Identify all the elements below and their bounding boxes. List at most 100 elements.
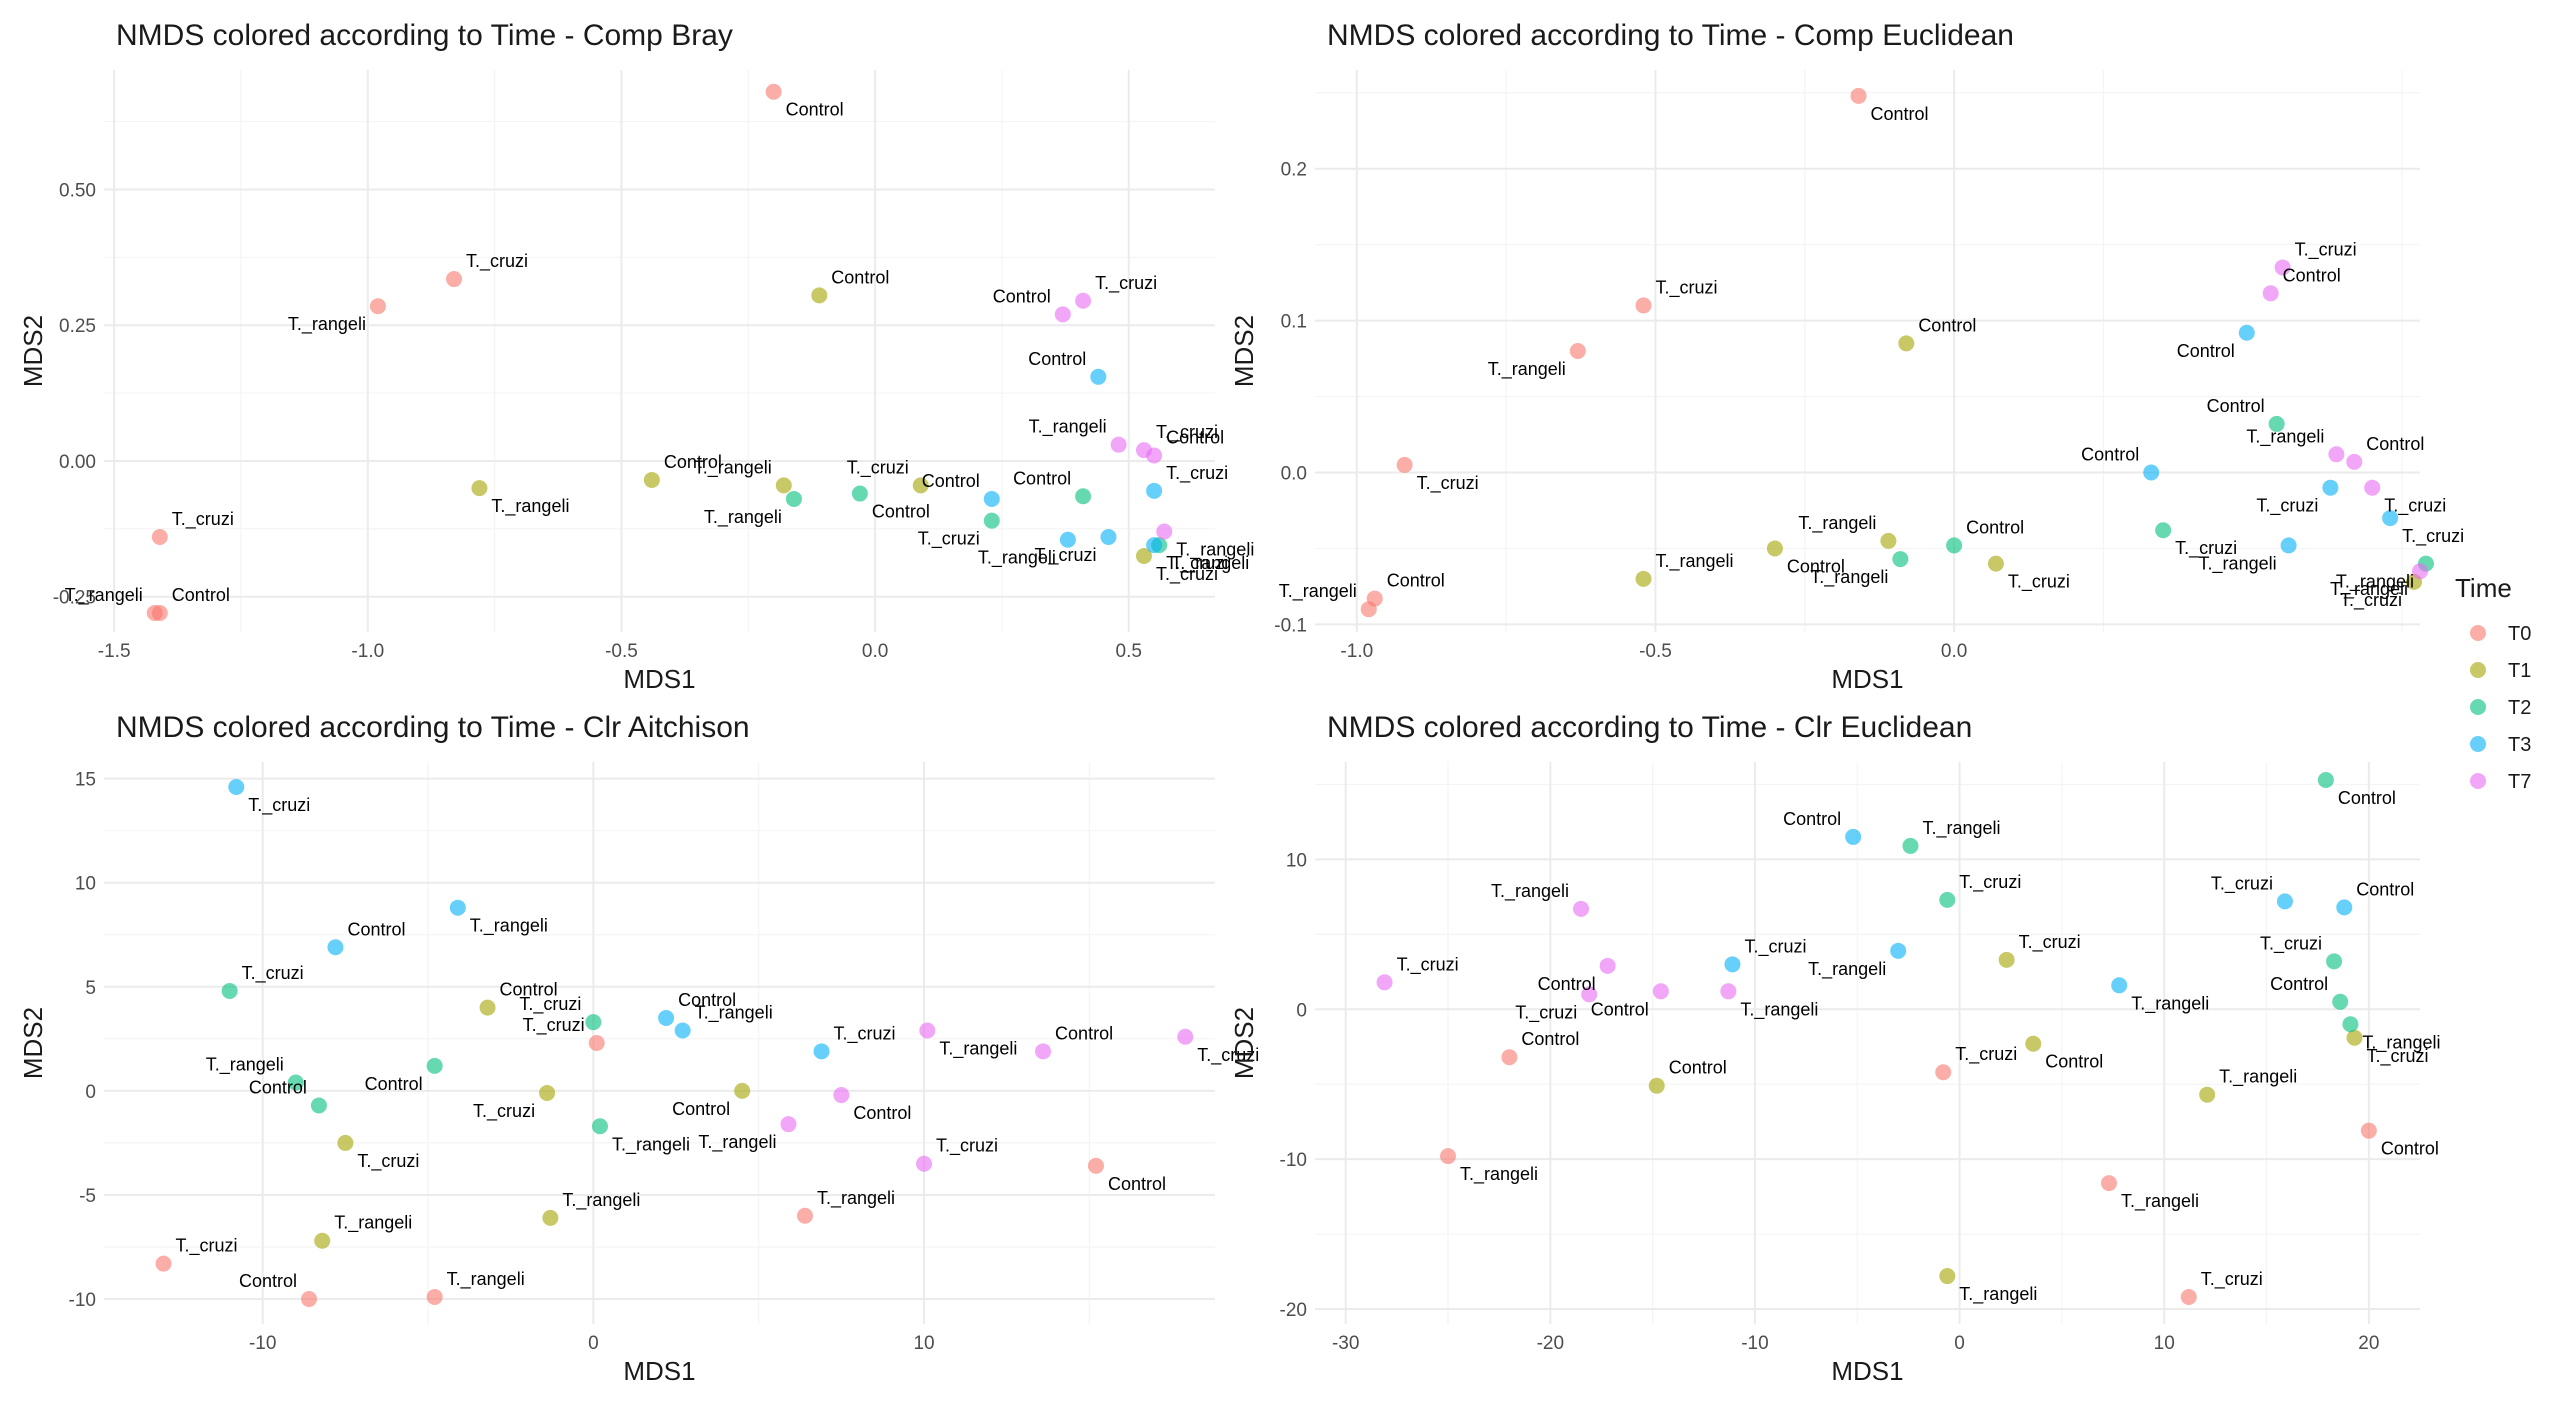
point-label: T._rangeli <box>2362 1032 2440 1053</box>
point-label: T._cruzi <box>519 994 581 1015</box>
legend-label: T7 <box>2508 771 2531 793</box>
y-tick-label: 10 <box>1286 850 1307 871</box>
point-label: Control <box>1871 104 1929 124</box>
point-label: T._cruzi <box>242 963 304 984</box>
x-axis-title: MDS1 <box>623 664 695 694</box>
point-label: T._rangeli <box>1171 553 1249 574</box>
data-point-t0 <box>796 1207 813 1224</box>
point-label: T._cruzi <box>2008 572 2070 593</box>
data-point-t7 <box>2328 446 2345 463</box>
panel-title: NMDS colored according to Time - Clr Ait… <box>116 711 750 744</box>
data-point-t1 <box>1898 335 1915 352</box>
point-label: Control <box>1055 1023 1113 1043</box>
point-label: T._cruzi <box>473 1101 535 1122</box>
point-label: Control <box>1966 517 2024 537</box>
legend-item-t3: T3 <box>2470 734 2531 756</box>
data-point-t3 <box>1890 942 1907 959</box>
point-label: T._cruzi <box>2260 933 2322 954</box>
data-point-t7 <box>780 1116 797 1133</box>
data-point-t7 <box>2346 453 2363 470</box>
point-label: T._cruzi <box>2295 239 2357 260</box>
data-point-t1 <box>775 477 792 494</box>
data-point-t1 <box>479 999 496 1016</box>
x-axis-title: MDS1 <box>623 1356 695 1386</box>
point-label: T._rangeli <box>1740 999 1818 1020</box>
point-label: T._rangeli <box>2336 572 2414 593</box>
panel-title: NMDS colored according to Time - Comp Br… <box>116 19 733 52</box>
data-point-t7 <box>833 1087 850 1104</box>
data-point-t2 <box>2155 522 2172 539</box>
point-label: Control <box>2270 974 2328 994</box>
point-label: T._cruzi <box>2201 1269 2263 1290</box>
data-point-t3 <box>2322 479 2339 496</box>
panels-group: -1.5 -1.0 -0.5 0.0 0.5-0.250.000.250.50NMDS … <box>18 19 2464 1386</box>
y-axis-title: MDS2 <box>1229 1007 1259 1079</box>
y-axis-title: MDS2 <box>18 315 48 387</box>
point-label: Control <box>1669 1058 1727 1078</box>
data-point-t1 <box>2199 1086 2216 1103</box>
point-label: T._rangeli <box>2131 993 2209 1014</box>
x-tick-label: 10 <box>2154 1333 2175 1354</box>
point-label: Control <box>2381 1139 2439 1159</box>
point-label: Control <box>672 1099 730 1119</box>
data-point-t7 <box>2364 479 2381 496</box>
point-label: Control <box>1787 556 1845 576</box>
point-label: T._rangeli <box>978 548 1056 569</box>
data-point-t0 <box>2360 1122 2377 1139</box>
point-label: Control <box>993 286 1051 306</box>
data-point-t1 <box>314 1232 331 1249</box>
point-label: T._cruzi <box>2384 496 2446 517</box>
data-point-t1 <box>1766 540 1783 557</box>
x-axis-title: MDS1 <box>1831 1356 1903 1386</box>
point-label: Control <box>1028 349 1086 369</box>
panel-title: NMDS colored according to Time - Comp Eu… <box>1327 19 2014 52</box>
point-label: T._cruzi <box>1959 872 2021 893</box>
data-point-t3 <box>1146 482 1163 499</box>
data-point-t2 <box>2332 993 2349 1010</box>
x-tick-label: 0.5 <box>1116 641 1142 662</box>
data-point-t7 <box>1573 900 1590 917</box>
x-tick-label: 20 <box>2358 1333 2379 1354</box>
data-point-t3 <box>228 778 245 795</box>
point-label: T._rangeli <box>1491 881 1569 902</box>
data-point-t3 <box>2382 510 2399 527</box>
point-label: T._cruzi <box>2340 590 2402 611</box>
data-point-t1 <box>643 471 660 488</box>
point-label: T._cruzi <box>2211 873 2273 894</box>
point-label: T._cruzi <box>1156 564 1218 585</box>
data-point-t2 <box>1902 837 1919 854</box>
point-label: Control <box>1166 428 1224 448</box>
data-point-t0 <box>1635 297 1652 314</box>
point-label: T._cruzi <box>1166 553 1228 574</box>
data-point-t1 <box>337 1134 354 1151</box>
data-point-t2 <box>287 1074 304 1091</box>
point-label: T._rangeli <box>206 1055 284 1076</box>
data-point-t0 <box>765 83 782 100</box>
point-label: T._rangeli <box>704 507 782 528</box>
legend-label: T0 <box>2508 623 2531 645</box>
y-tick-label: 0.00 <box>59 452 96 473</box>
point-label: Control <box>1783 809 1841 829</box>
point-label: T._rangeli <box>939 1039 1017 1060</box>
point-label: T._rangeli <box>1460 1164 1538 1185</box>
data-point-t7 <box>1054 306 1071 323</box>
point-label: T._rangeli <box>562 1190 640 1211</box>
point-label: T._cruzi <box>2367 1046 2429 1067</box>
point-label: T._cruzi <box>1166 463 1228 484</box>
legend-swatch <box>2470 699 2486 715</box>
data-point-t1 <box>1998 951 2015 968</box>
y-tick-label: -5 <box>79 1186 96 1207</box>
legend-swatch <box>2470 662 2486 678</box>
point-label: T._rangeli <box>695 1003 773 1024</box>
x-tick-label: -1.5 <box>98 641 131 662</box>
point-label: T._rangeli <box>698 1132 776 1153</box>
point-label: T._rangeli <box>2219 1067 2297 1088</box>
point-label: T._rangeli <box>1959 1284 2037 1305</box>
data-point-t7 <box>2412 563 2428 580</box>
data-point-t0 <box>155 1255 172 1272</box>
point-label: Control <box>2366 434 2424 454</box>
point-label: Control <box>664 452 722 472</box>
point-label: T._rangeli <box>491 496 569 517</box>
point-label: Control <box>786 100 844 120</box>
